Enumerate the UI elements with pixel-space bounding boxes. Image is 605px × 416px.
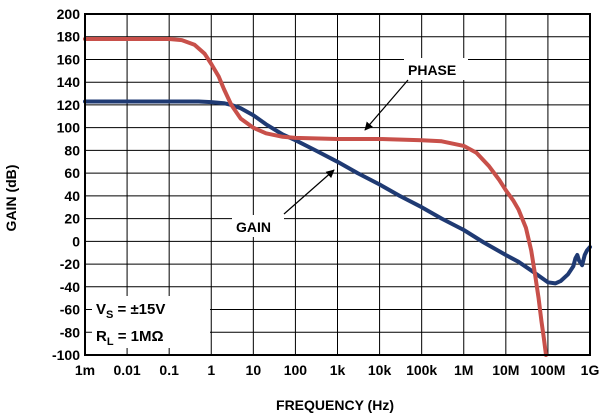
phase-annotation-arrow bbox=[364, 79, 409, 131]
x-tick-label: 100M bbox=[530, 362, 565, 378]
gain-annotation-arrow bbox=[283, 169, 335, 215]
series-lines bbox=[83, 37, 592, 357]
y-tick-label: 80 bbox=[64, 142, 80, 158]
y-tick-label: 0 bbox=[72, 233, 80, 249]
y-tick-label: 160 bbox=[57, 51, 81, 67]
x-tick-label: 1m bbox=[75, 362, 95, 378]
y-tick-label: -60 bbox=[60, 302, 80, 318]
x-tick-labels: 1m 0.01 0.1 1 10 100 1k 10k 100k 1M 10M 100M 1G bbox=[75, 362, 600, 378]
y-tick-label: 40 bbox=[64, 188, 80, 204]
x-axis-title: FREQUENCY (Hz) bbox=[276, 397, 394, 413]
y-tick-labels: 200180160140120100806040200-20-40-60-80-… bbox=[52, 6, 80, 363]
supply-voltage-condition: VS = ±15V bbox=[96, 301, 165, 321]
grid bbox=[84, 13, 591, 356]
x-tick-label: 0.1 bbox=[159, 362, 179, 378]
load-resistance-condition: RL = 1MΩ bbox=[96, 328, 164, 348]
phase-annotation-label: PHASE bbox=[408, 62, 456, 78]
x-tick-label: 1k bbox=[330, 362, 346, 378]
y-tick-label: 20 bbox=[64, 211, 80, 227]
x-tick-label: 100k bbox=[406, 362, 437, 378]
y-tick-label: -20 bbox=[60, 256, 80, 272]
x-tick-label: 10 bbox=[246, 362, 262, 378]
y-tick-label: -40 bbox=[60, 279, 80, 295]
y-tick-label: 120 bbox=[57, 97, 81, 113]
x-tick-label: 0.01 bbox=[113, 362, 140, 378]
y-tick-label: -80 bbox=[60, 324, 80, 340]
y-tick-label: -100 bbox=[52, 347, 80, 363]
y-tick-label: 180 bbox=[57, 29, 81, 45]
x-tick-label: 10k bbox=[368, 362, 392, 378]
plot-frame bbox=[84, 13, 591, 356]
phase-curve bbox=[83, 37, 548, 357]
x-tick-label: 1G bbox=[581, 362, 600, 378]
conditions-background bbox=[92, 296, 210, 348]
gain-annotation-label: GAIN bbox=[236, 219, 271, 235]
y-tick-label: 100 bbox=[57, 120, 81, 136]
phase-annotation-background bbox=[404, 58, 468, 80]
gain-annotation-background bbox=[232, 215, 284, 237]
y-tick-label: 200 bbox=[57, 6, 81, 22]
y-axis-title: GAIN (dB) bbox=[3, 165, 19, 232]
x-tick-label: 1 bbox=[207, 362, 215, 378]
x-tick-label: 1M bbox=[454, 362, 473, 378]
x-tick-label: 10M bbox=[492, 362, 519, 378]
y-tick-label: 140 bbox=[57, 74, 81, 90]
y-tick-label: 60 bbox=[64, 165, 80, 181]
x-tick-label: 100 bbox=[284, 362, 308, 378]
